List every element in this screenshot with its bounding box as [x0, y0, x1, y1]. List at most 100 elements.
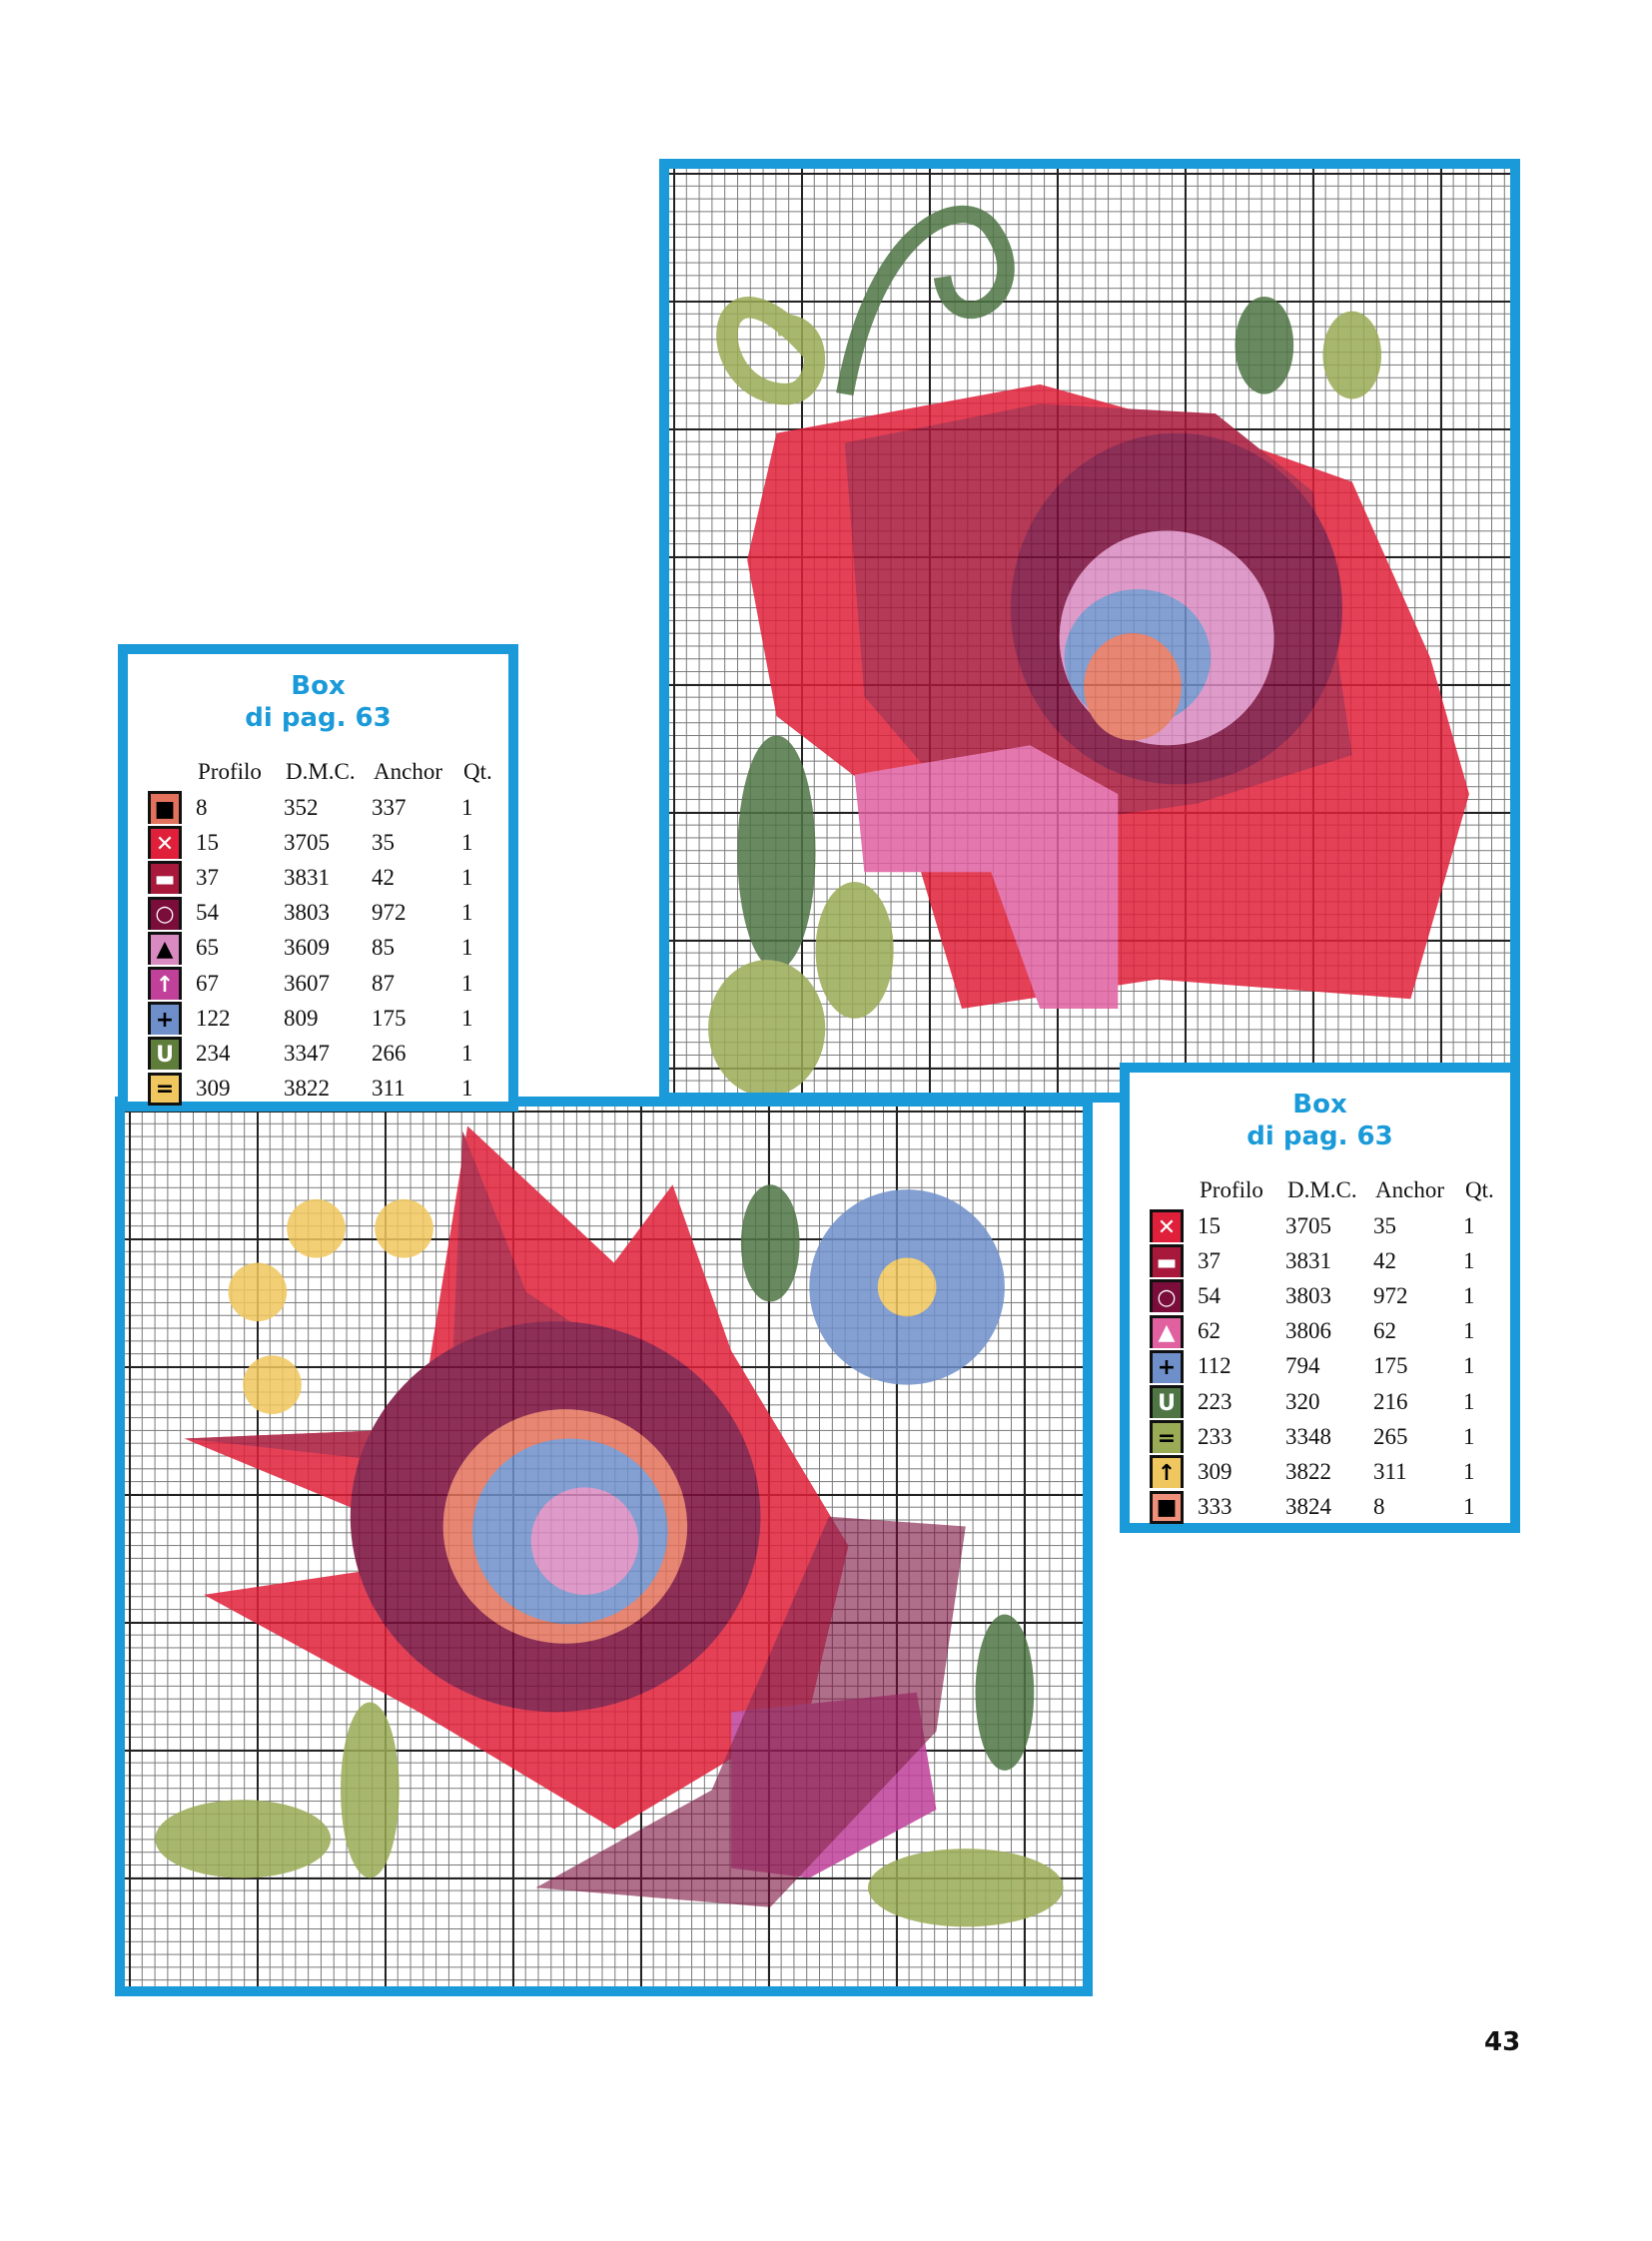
- legend-qt: 1: [1463, 1458, 1475, 1484]
- legend-profilo: 54: [1198, 1282, 1221, 1308]
- legend-anchor: 337: [372, 794, 407, 820]
- legend-dmc: 3831: [284, 864, 330, 890]
- legend-anchor: 85: [372, 935, 395, 961]
- leaf: [1322, 311, 1382, 399]
- legend-title-line2: di pag. 63: [1246, 1121, 1393, 1151]
- triangle-symbol-icon: ▲: [1150, 1314, 1184, 1348]
- legend-anchor: 972: [1373, 1282, 1408, 1308]
- column-header: Anchor: [374, 759, 442, 784]
- legend-row: U 223 320 216 1: [1150, 1384, 1505, 1419]
- column-header: Anchor: [1375, 1177, 1444, 1202]
- equals-symbol-icon: =: [148, 1072, 182, 1106]
- legend-qt: 1: [1463, 1318, 1475, 1344]
- legend-row: ↑ 309 3822 311 1: [1150, 1454, 1505, 1489]
- legend-header: Profilo D.M.C. Anchor Qt.: [1150, 1172, 1505, 1208]
- small-yellow-flower: [375, 1198, 433, 1258]
- legend-title-line2: di pag. 63: [245, 703, 392, 733]
- petal: [535, 1516, 966, 1907]
- legend-dmc: 320: [1285, 1388, 1320, 1414]
- legend-profilo: 37: [196, 864, 219, 890]
- legend-dmc: 3607: [284, 970, 330, 996]
- leaf: [815, 882, 894, 1019]
- legend-qt: 1: [461, 1040, 473, 1066]
- plus-symbol-icon: +: [1150, 1349, 1184, 1383]
- leaf: [340, 1702, 400, 1878]
- legend-row: ▲ 62 3806 62 1: [1150, 1314, 1505, 1349]
- legend-row: ▬ 37 3831 42 1: [148, 860, 503, 895]
- legend-profilo: 112: [1198, 1353, 1232, 1379]
- legend-profilo: 8: [196, 794, 208, 820]
- leaf: [708, 960, 826, 1093]
- small-yellow-flower: [243, 1355, 302, 1415]
- flower-center: [530, 1487, 639, 1595]
- leaf: [867, 1849, 1064, 1927]
- legend-dmc: 3831: [1285, 1247, 1331, 1273]
- legend-qt: 1: [461, 1005, 473, 1031]
- legend-dmc: 3705: [1285, 1212, 1331, 1238]
- legend-row: U 234 3347 266 1: [148, 1036, 503, 1071]
- legend-anchor: 42: [372, 864, 395, 890]
- rose-pattern-top: [708, 205, 1469, 1093]
- legend-profilo: 15: [196, 829, 219, 855]
- legend-anchor: 972: [372, 900, 407, 926]
- legend-anchor: 8: [1373, 1494, 1385, 1520]
- dash-symbol-icon: ▬: [1150, 1244, 1184, 1278]
- leaf: [975, 1614, 1035, 1771]
- square-symbol-icon: ■: [148, 791, 182, 825]
- legend-dmc: 352: [284, 794, 319, 820]
- color-key-left: Box di pag. 63 Profilo D.M.C. Anchor Qt. ■ 8 3…: [118, 644, 518, 1112]
- legend-profilo: 54: [196, 900, 219, 926]
- legend-dmc: 3803: [1285, 1282, 1331, 1308]
- square-symbol-icon: ■: [1150, 1490, 1184, 1524]
- u-symbol-icon: U: [148, 1037, 182, 1071]
- legend-row: ■ 8 352 337 1: [148, 790, 503, 825]
- legend-qt: 1: [1463, 1282, 1475, 1308]
- legend-row: +122 809 175 1: [148, 1001, 503, 1036]
- legend-profilo: 62: [1198, 1318, 1221, 1344]
- legend-dmc: 809: [284, 1005, 319, 1031]
- legend-qt: 1: [1463, 1388, 1475, 1414]
- legend-dmc: 3348: [1285, 1423, 1331, 1449]
- equals-symbol-icon: =: [1150, 1420, 1184, 1454]
- column-header: Qt.: [1465, 1177, 1494, 1202]
- tendril: [716, 297, 826, 405]
- cross-symbol-icon: ✕: [1150, 1209, 1184, 1243]
- cross-stitch-chart-rose-top: [659, 159, 1520, 1103]
- rose-pattern-bottom: [155, 1125, 1064, 1927]
- column-header: D.M.C.: [286, 759, 356, 784]
- legend-dmc: 3824: [1285, 1494, 1331, 1520]
- legend-dmc: 3822: [284, 1076, 330, 1102]
- small-yellow-flower: [287, 1198, 346, 1258]
- legend-dmc: 3803: [284, 900, 330, 926]
- leaf: [155, 1800, 332, 1878]
- legend-profilo: 223: [1198, 1388, 1233, 1414]
- circle-symbol-icon: ○: [148, 896, 182, 930]
- legend-row: = 309 3822 311 1: [148, 1072, 503, 1107]
- legend-dmc: 794: [1285, 1353, 1320, 1379]
- legend-row: ○ 54 3803 972 1: [148, 896, 503, 931]
- legend-anchor: 216: [1373, 1388, 1408, 1414]
- legend-qt: 1: [1463, 1494, 1475, 1520]
- small-yellow-flower: [228, 1262, 288, 1322]
- legend-row: ■ 333 3824 8 1: [1150, 1490, 1505, 1525]
- page-number: 43: [1484, 2027, 1521, 2057]
- color-key-right: Box di pag. 63 Profilo D.M.C. Anchor Qt. ✕ 15…: [1120, 1063, 1520, 1533]
- legend-dmc: 3822: [1285, 1458, 1331, 1484]
- legend-profilo: 309: [196, 1076, 231, 1102]
- legend-dmc: 3609: [284, 935, 330, 961]
- legend-header: Profilo D.M.C. Anchor Qt.: [148, 754, 503, 790]
- legend-title: Box di pag. 63: [128, 670, 508, 734]
- leaf: [737, 735, 816, 970]
- legend-qt: 1: [461, 864, 473, 890]
- legend-anchor: 266: [372, 1040, 407, 1066]
- legend-profilo: 65: [196, 935, 219, 961]
- legend-profilo: 67: [196, 970, 219, 996]
- circle-symbol-icon: ○: [1150, 1279, 1184, 1313]
- legend-qt: 1: [461, 935, 473, 961]
- legend-qt: 1: [461, 1076, 473, 1102]
- legend-qt: 1: [461, 829, 473, 855]
- legend-title-line1: Box: [291, 671, 346, 701]
- legend-anchor: 35: [372, 829, 395, 855]
- legend-anchor: 87: [372, 970, 395, 996]
- flower-center: [1084, 632, 1182, 741]
